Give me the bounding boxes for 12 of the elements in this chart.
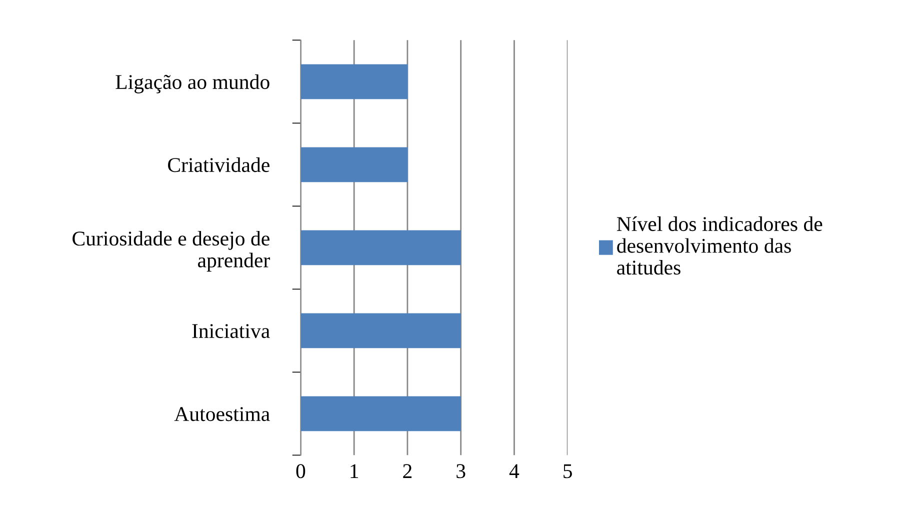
x-tick-label: 4	[509, 464, 520, 478]
y-tick-label: Autoestima	[174, 407, 270, 422]
x-tick-label: 3	[456, 464, 466, 478]
y-tick-label: Iniciativa	[192, 324, 270, 338]
x-tick-label: 1	[350, 464, 358, 478]
y-tick-label: Ligação ao mundo	[116, 74, 270, 94]
x-tick-label: 2	[403, 464, 412, 478]
y-tick-label: Criatividade	[168, 157, 270, 172]
y-tick-label: Curiosidade e desejo de aprender	[72, 230, 270, 272]
legend-label: Nível dos indicadores de desenvolvimento das atitudes	[616, 216, 822, 275]
x-tick-label: 5	[564, 464, 572, 478]
x-tick-label: 0	[296, 464, 306, 478]
